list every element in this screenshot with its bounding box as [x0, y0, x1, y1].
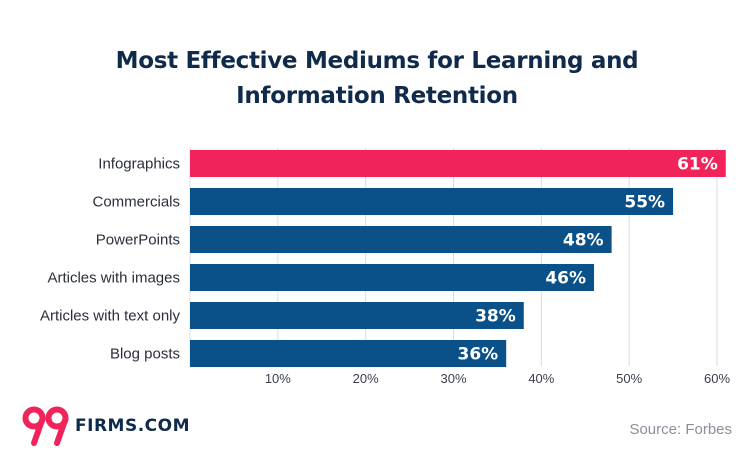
source-note: Source: Forbes	[629, 421, 732, 438]
bar	[190, 264, 595, 291]
category-label: Articles with text only	[40, 308, 181, 325]
x-tick-label: 60%	[704, 371, 730, 386]
category-label: Articles with images	[47, 270, 180, 287]
category-label: PowerPoints	[96, 232, 180, 249]
logo-text: FIRMS.COM	[75, 416, 190, 436]
chart-title-line-1: Most Effective Mediums for Learning and	[115, 48, 639, 74]
bar	[190, 302, 524, 329]
logo: FIRMS.COM	[22, 405, 190, 447]
data-label: 38%	[475, 307, 516, 327]
bar-chart: 10% 20% 30% 40% 50% 60% Infographics 61% Commerc…	[40, 148, 730, 386]
bar	[190, 226, 612, 253]
bar	[190, 188, 674, 215]
category-label: Blog posts	[110, 346, 180, 363]
logo-99-icon	[22, 406, 69, 446]
data-label: 46%	[545, 269, 586, 289]
chart-title: Most Effective Mediums for Learning and …	[0, 44, 754, 114]
data-label: 48%	[563, 231, 604, 251]
bar	[190, 340, 507, 367]
x-tick-label: 20%	[353, 371, 379, 386]
data-label: 55%	[624, 193, 665, 213]
category-label: Infographics	[98, 156, 180, 173]
bar	[190, 150, 726, 177]
data-label: 36%	[457, 345, 498, 365]
data-label: 61%	[677, 155, 718, 175]
x-tick-label: 30%	[440, 371, 466, 386]
x-tick-label: 40%	[528, 371, 554, 386]
x-tick-label: 50%	[616, 371, 642, 386]
chart-title-line-2: Information Retention	[236, 83, 518, 109]
category-label: Commercials	[92, 194, 180, 211]
x-tick-label: 10%	[265, 371, 291, 386]
